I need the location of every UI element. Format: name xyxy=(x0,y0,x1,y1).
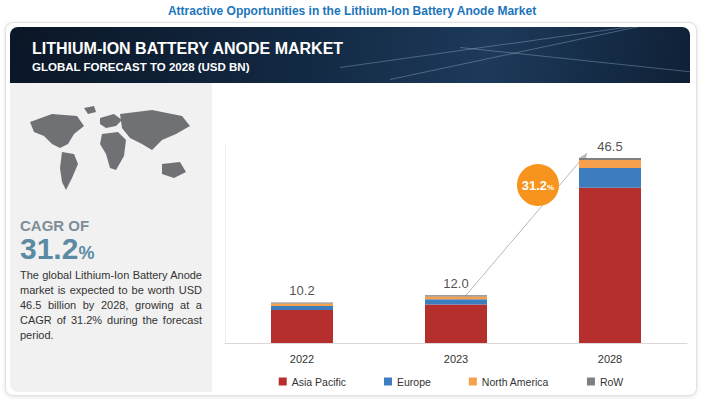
svg-text:31.2: 31.2 xyxy=(522,178,547,193)
svg-text:2022: 2022 xyxy=(290,353,314,365)
html-text:Attractive Opportunities in th: Attractive Opportunities in the Lithium-… xyxy=(167,4,537,18)
svg-text:2023: 2023 xyxy=(444,353,468,365)
svg-text:Asia Pacific: Asia Pacific xyxy=(292,376,346,388)
html-text:LITHIUM-ION BATTERY ANODE MARK: LITHIUM-ION BATTERY ANODE MARKET xyxy=(32,40,344,57)
svg-text:RoW: RoW xyxy=(600,376,623,388)
svg-text:2028: 2028 xyxy=(598,353,622,365)
html-text:CAGR OF: CAGR OF xyxy=(20,217,90,234)
html-text:GLOBAL FORECAST TO 2028 (USD B: GLOBAL FORECAST TO 2028 (USD BN) xyxy=(32,61,250,73)
svg-text:46.5: 46.5 xyxy=(597,139,622,154)
svg-text:%: % xyxy=(547,183,554,192)
html-text:The global Lithium-Ion Battery: The global Lithium-Ion Battery Anode mar… xyxy=(20,269,202,341)
svg-text:North America: North America xyxy=(482,376,549,388)
svg-text:12.0: 12.0 xyxy=(443,276,468,291)
svg-text:10.2: 10.2 xyxy=(289,283,314,298)
html-text:31.2%: 31.2% xyxy=(20,232,95,265)
svg-text:Europe: Europe xyxy=(397,376,431,388)
